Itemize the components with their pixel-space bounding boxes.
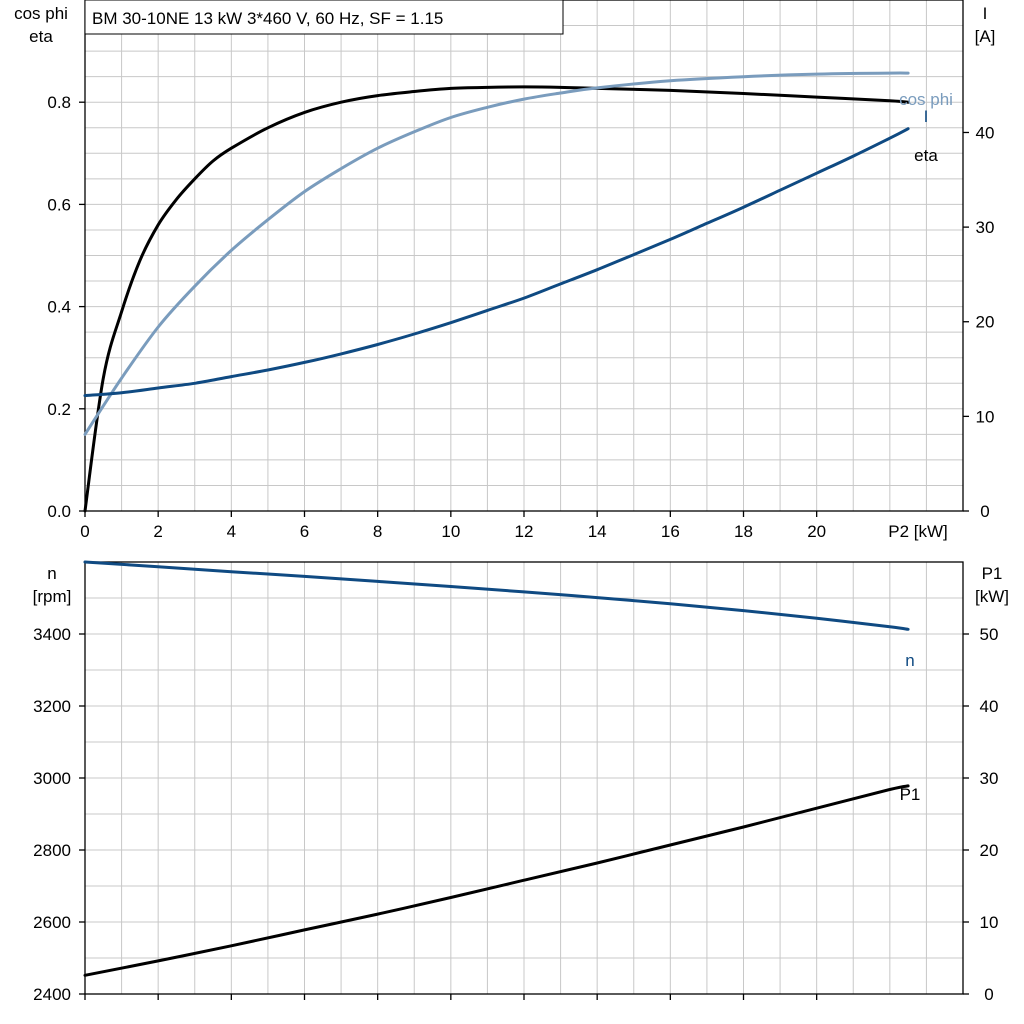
- y-left-tick-label: 3200: [33, 697, 71, 716]
- series-label-i: I: [924, 107, 929, 126]
- left-axis-label-rpm-unit: [rpm]: [33, 587, 72, 606]
- top-curves: [83, 71, 910, 513]
- x-tick-label: 18: [734, 522, 753, 541]
- series-label-cos-phi: cos phi: [899, 90, 953, 109]
- x-tick-label: 6: [300, 522, 309, 541]
- y-left-tick-label: 0.6: [47, 195, 71, 214]
- title-box: [84, 0, 564, 35]
- series-label-eta: eta: [914, 146, 938, 165]
- right-axis-label-kw-unit: [kW]: [975, 587, 1009, 606]
- y-left-tick-label: 2800: [33, 841, 71, 860]
- y-right-tick-label: 40: [976, 123, 995, 142]
- y-left-tick-label: 2600: [33, 913, 71, 932]
- series-line-n: [83, 560, 910, 631]
- series-label-p1: P1: [900, 785, 921, 804]
- y-left-tick-label: 3400: [33, 625, 71, 644]
- top-horizontal-gridlines: [85, 25, 963, 486]
- bottom-chart-panel: n [rpm] P1 [kW] 2400 2600 2800 3000 3200 3400…: [33, 560, 1009, 1004]
- y-left-tick-label: 0.4: [47, 298, 71, 317]
- x-tick-label: 16: [661, 522, 680, 541]
- x-tick-label: 14: [588, 522, 607, 541]
- right-axis-label-i: I: [983, 4, 988, 23]
- bottom-curves: [83, 560, 910, 977]
- x-tick-label: 4: [227, 522, 236, 541]
- series-line-eta: [83, 85, 910, 513]
- top-right-tick-labels: 0 10 20 30 40: [963, 123, 994, 521]
- y-right-tick-label: 0: [984, 985, 993, 1004]
- series-line-i: [83, 127, 910, 398]
- y-left-tick-label: 2400: [33, 985, 71, 1004]
- y-right-tick-label: 20: [980, 841, 999, 860]
- y-right-tick-label: 0: [980, 502, 989, 521]
- series-line-cos-phi: [83, 71, 910, 436]
- bottom-horizontal-gridlines: [85, 597, 963, 959]
- top-chart-panel: BM 30-10NE 13 kW 3*460 V, 60 Hz, SF = 1.…: [14, 0, 995, 541]
- series-line-p1: [83, 784, 910, 977]
- y-left-tick-label: 0.2: [47, 400, 71, 419]
- right-axis-label-p1: P1: [982, 564, 1003, 583]
- x-tick-label: 10: [441, 522, 460, 541]
- y-right-tick-label: 10: [980, 913, 999, 932]
- x-tick-label: 8: [373, 522, 382, 541]
- y-right-tick-label: 20: [976, 313, 995, 332]
- y-left-tick-label: 0.8: [47, 93, 71, 112]
- top-left-tick-labels: 0.0 0.2 0.4 0.6 0.8: [47, 93, 85, 521]
- y-right-tick-label: 30: [976, 218, 995, 237]
- left-axis-label-eta: eta: [29, 27, 53, 46]
- series-label-n: n: [905, 651, 914, 670]
- y-left-tick-label: 0.0: [47, 502, 71, 521]
- x-tick-label: 20: [807, 522, 826, 541]
- x-tick-labels: 0 2 4 6 8 10 12 14 16 18 20: [80, 511, 826, 541]
- bottom-right-tick-labels: 0 10 20 30 40 50: [963, 625, 998, 1004]
- left-axis-label-cos-phi: cos phi: [14, 4, 68, 23]
- y-right-tick-label: 30: [980, 769, 999, 788]
- x-tick-label: 0: [80, 522, 89, 541]
- y-right-tick-label: 50: [980, 625, 999, 644]
- y-right-tick-label: 40: [980, 697, 999, 716]
- x-axis-label: P2 [kW]: [888, 522, 948, 541]
- chart-title: BM 30-10NE 13 kW 3*460 V, 60 Hz, SF = 1.…: [92, 9, 443, 28]
- bottom-left-tick-labels: 2400 2600 2800 3000 3200 3400: [33, 625, 818, 1004]
- y-left-tick-label: 3000: [33, 769, 71, 788]
- y-right-tick-label: 10: [976, 407, 995, 426]
- x-tick-label: 2: [153, 522, 162, 541]
- right-axis-label-a-unit: [A]: [975, 27, 996, 46]
- x-tick-label: 12: [515, 522, 534, 541]
- left-axis-label-n: n: [47, 564, 56, 583]
